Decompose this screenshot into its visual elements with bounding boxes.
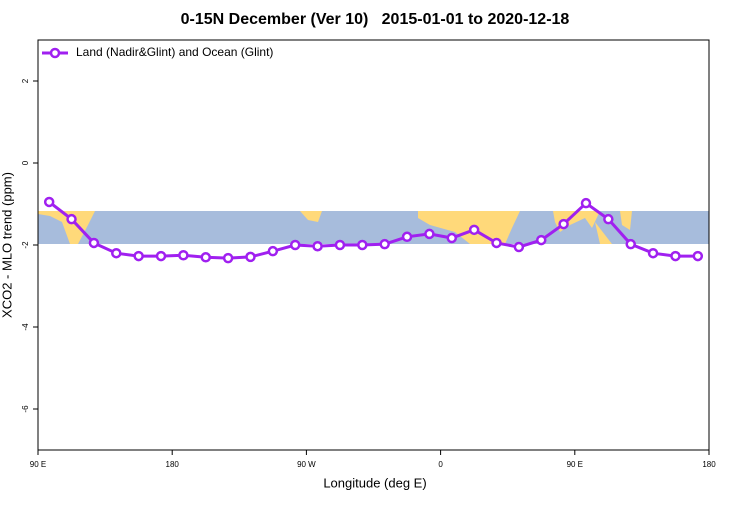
- y-tick-label: 0: [21, 160, 30, 165]
- x-tick-label: 180: [702, 460, 716, 469]
- point: [401, 231, 413, 243]
- point: [692, 250, 704, 262]
- point: [66, 213, 77, 225]
- x-tick-label: 90 E: [567, 460, 583, 469]
- point: [446, 232, 458, 244]
- x-tick-label: 0: [438, 460, 443, 469]
- point: [379, 238, 390, 250]
- point: [200, 252, 211, 263]
- point: [603, 213, 614, 225]
- point: [513, 241, 525, 253]
- point: [88, 237, 100, 249]
- point: [625, 238, 636, 250]
- point: [222, 252, 234, 264]
- point: [289, 239, 301, 251]
- x-tick-label: 180: [166, 460, 180, 469]
- point: [424, 228, 435, 240]
- point: [670, 250, 681, 262]
- point: [178, 250, 189, 261]
- point: [334, 239, 346, 251]
- point: [312, 240, 323, 252]
- point: [647, 247, 659, 259]
- x-tick-label: 90 E: [30, 460, 46, 469]
- point: [536, 234, 547, 246]
- point: [580, 197, 592, 209]
- map-background: [38, 211, 709, 244]
- point: [267, 245, 279, 257]
- point: [468, 224, 480, 236]
- point: [558, 218, 569, 230]
- y-tick-label: -4: [21, 323, 30, 331]
- chart-title: 0-15N December (Ver 10) 2015-01-01 to 20…: [181, 11, 570, 28]
- legend-marker: [49, 47, 61, 59]
- point: [155, 250, 167, 262]
- y-tick-label: -2: [21, 241, 30, 249]
- point: [111, 247, 122, 259]
- point: [357, 239, 368, 251]
- point: [43, 196, 55, 208]
- point: [245, 251, 256, 263]
- legend-label: Land (Nadir&Glint) and Ocean (Glint): [76, 45, 273, 59]
- y-axis-label: XCO2 - MLO trend (ppm): [0, 172, 14, 318]
- point: [491, 237, 502, 249]
- x-axis-label: Longitude (deg E): [323, 475, 426, 490]
- y-tick-label: 2: [21, 78, 30, 83]
- x-tick-label: 90 W: [297, 460, 316, 469]
- y-tick-label: -6: [21, 405, 30, 413]
- point: [133, 250, 144, 262]
